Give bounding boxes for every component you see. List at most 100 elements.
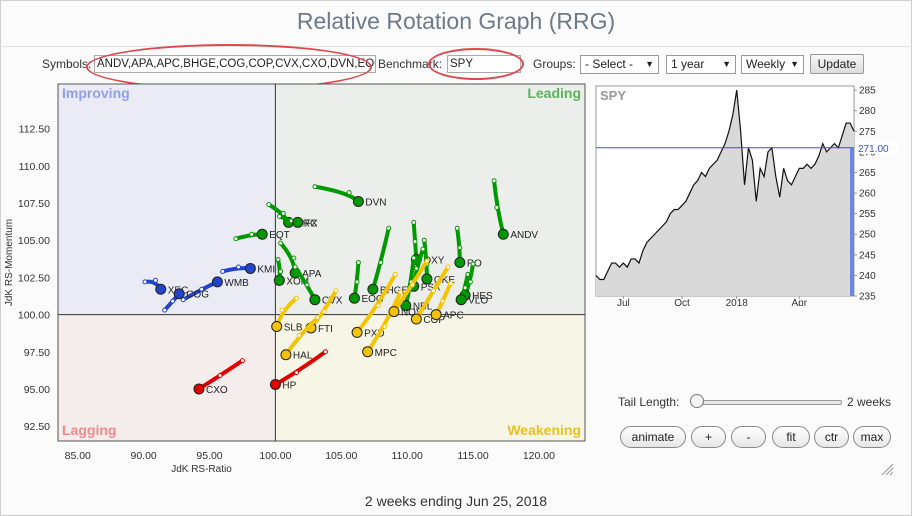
- rrg-chart[interactable]: Improving Leading Lagging Weakening 85.00 90.…: [0, 80, 592, 480]
- center-button[interactable]: ctr: [814, 426, 849, 448]
- tail-length-slider[interactable]: [698, 400, 842, 405]
- quadrant-label-weakening: Weakening: [507, 422, 581, 438]
- highlight-benchmark-ellipse: [428, 48, 524, 80]
- tail-point: [278, 268, 284, 274]
- head-point: [430, 309, 442, 321]
- head-point: [211, 276, 223, 288]
- head-point: [348, 292, 360, 304]
- tail-point: [275, 257, 281, 263]
- groups-select[interactable]: - Select - ▼: [580, 55, 659, 74]
- zoom-out-button[interactable]: -: [731, 426, 766, 448]
- groups-label: Groups:: [533, 57, 576, 71]
- price-tick-label: 255: [859, 209, 876, 220]
- chevron-down-icon: ▼: [790, 59, 799, 69]
- rrg-series-pxd: PXD: [351, 271, 398, 339]
- rrg-series-slb: SLB: [271, 295, 303, 333]
- symbol-label: OKE: [434, 275, 455, 286]
- tail-point: [494, 204, 500, 210]
- symbol-label: ANDV: [510, 230, 538, 241]
- resize-grip-icon[interactable]: [880, 462, 894, 476]
- symbol-label: VLO: [468, 296, 488, 307]
- symbol-label: CVX: [322, 296, 343, 307]
- quadrant-label-lagging: Lagging: [62, 422, 116, 438]
- tail-point: [491, 178, 497, 184]
- rrg-series-kmi: KMI: [220, 262, 275, 275]
- tail-point: [386, 225, 392, 231]
- head-point: [155, 283, 167, 295]
- rrg-series-dvn: DVN: [312, 184, 387, 209]
- tail-point: [291, 255, 297, 261]
- x-axis-label: JdK RS-Ratio: [171, 464, 232, 475]
- rrg-series-cvx: CVX: [292, 264, 343, 307]
- last-price-bar: [850, 147, 854, 296]
- head-point: [454, 257, 466, 268]
- period-select-value: 1 year: [671, 57, 705, 71]
- symbol-label: EOG: [361, 294, 383, 305]
- animate-button[interactable]: animate: [620, 426, 686, 448]
- tail-point: [454, 225, 460, 231]
- fit-button[interactable]: fit: [772, 426, 810, 448]
- symbol-label: HAL: [293, 351, 313, 362]
- x-tick-label: 105.00: [325, 450, 357, 462]
- interval-select[interactable]: Weekly ▼: [741, 55, 804, 74]
- price-tick-label: 285: [859, 86, 876, 97]
- symbol-label: KMI: [257, 264, 275, 275]
- x-tick-label: 100.00: [259, 450, 291, 462]
- symbol-label: SLB: [284, 322, 303, 333]
- rrg-series-fx: FX: [276, 213, 318, 229]
- rrg-series-vlo: VLO: [455, 271, 488, 307]
- tail-point: [292, 264, 298, 270]
- y-tick-label: 100.00: [18, 310, 50, 322]
- symbol-label: MPC: [375, 348, 397, 359]
- head-point: [362, 346, 374, 358]
- head-point: [309, 294, 321, 306]
- zoom-in-button[interactable]: +: [691, 426, 726, 448]
- tail-point: [412, 239, 418, 245]
- tail-point: [424, 258, 430, 264]
- tail-point: [162, 307, 168, 313]
- rrg-series-wmb: WMB: [180, 276, 249, 303]
- tail-point: [445, 264, 451, 270]
- update-button[interactable]: Update: [810, 54, 864, 74]
- tail-length-slider-handle[interactable]: [690, 394, 704, 408]
- tail-point: [413, 265, 419, 271]
- max-button[interactable]: max: [853, 426, 891, 448]
- rrg-series-cop: COP: [410, 264, 451, 326]
- tail-point: [470, 261, 476, 267]
- head-point: [351, 326, 363, 338]
- head-point: [193, 383, 205, 395]
- tail-point: [180, 297, 186, 303]
- tail-point: [322, 349, 328, 355]
- tail-point: [346, 190, 352, 196]
- tail-point: [333, 288, 339, 294]
- tail-point: [266, 201, 272, 207]
- tail-point: [457, 245, 463, 251]
- y-tick-label: 107.50: [18, 198, 50, 210]
- tail-point: [378, 260, 384, 265]
- symbol-label: APC: [443, 311, 464, 322]
- tail-point: [321, 309, 327, 315]
- symbol-label: CXO: [206, 385, 228, 396]
- last-price-box: [855, 141, 899, 154]
- head-point: [455, 294, 467, 306]
- y-axis-label: JdK RS-Momentum: [4, 219, 15, 306]
- interval-select-value: Weekly: [746, 57, 786, 71]
- header-divider: [0, 46, 912, 47]
- y-tick-label: 102.50: [18, 272, 50, 284]
- tail-point: [312, 184, 318, 190]
- y-tick-label: 110.00: [19, 161, 50, 173]
- x-tick-label: 115.00: [457, 450, 488, 462]
- symbol-label: HP: [282, 380, 296, 391]
- x-tick-label: 120.00: [523, 450, 555, 462]
- rrg-series-xom: XOM: [273, 257, 309, 287]
- symbol-label: COG: [186, 290, 209, 301]
- chevron-down-icon: ▼: [722, 59, 731, 69]
- period-select[interactable]: 1 year ▼: [666, 55, 736, 74]
- tail-point: [296, 332, 302, 338]
- tail-point: [420, 246, 426, 252]
- tail-point: [304, 282, 310, 288]
- tail-point: [233, 236, 239, 242]
- tail-point: [239, 358, 245, 364]
- symbol-label: EQT: [269, 230, 290, 241]
- period-caption: 2 weeks ending Jun 25, 2018: [364, 493, 548, 509]
